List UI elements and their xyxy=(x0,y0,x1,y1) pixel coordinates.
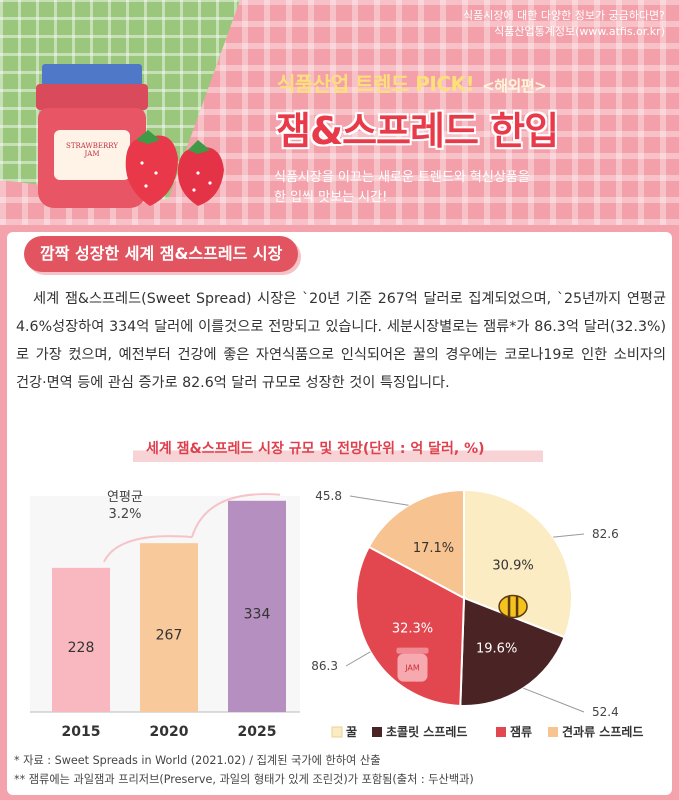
tag-text: 식품산업 트렌드 PICK! xyxy=(277,72,475,96)
pie-leader-line xyxy=(345,651,371,667)
desc-line1: 식품시장을 이끄는 새로운 트렌드와 혁신상품을 xyxy=(274,170,530,185)
pie-percent-label: 32.3% xyxy=(392,622,433,637)
jam-jar-label: JAM xyxy=(404,664,420,673)
pie-leader-line xyxy=(523,687,585,713)
source-info: 식품시장에 대한 다양한 정보가 궁금하다면? 식품산업통계정보(www.atf… xyxy=(463,8,665,40)
pie-percent-label: 19.6% xyxy=(476,642,517,657)
jam-jar-icon xyxy=(397,653,428,682)
legend-swatch xyxy=(548,727,558,737)
legend-label: 잼류 xyxy=(510,725,532,739)
source-line2: 식품산업통계정보(www.atfis.or.kr) xyxy=(494,25,665,38)
jar-label-line1: STRAWBERRY xyxy=(66,142,118,150)
body-paragraph: 세계 잼&스프레드(Sweet Spread) 시장은 `20년 기준 267억… xyxy=(16,285,666,397)
cagr-value: 3.2% xyxy=(108,507,141,522)
cagr-label: 연평균 xyxy=(107,490,143,505)
strawberries-icon xyxy=(125,130,224,206)
pie-percent-label: 17.1% xyxy=(413,541,454,556)
bar-2020 xyxy=(140,543,198,712)
bee-icon xyxy=(498,594,528,619)
legend-swatch xyxy=(372,727,382,737)
pie-chart: 30.9% 19.6% 32.3% 17.1% 82.6 52.4 86.3 45.8 JAM 꿀… xyxy=(311,488,643,739)
chart-title-highlight xyxy=(133,436,543,462)
legend-swatch xyxy=(496,727,506,737)
bar-category-label: 2015 xyxy=(62,724,101,740)
legend-label: 견과류 스프레드 xyxy=(562,724,643,739)
footnote-1: * 자료 : Sweet Spreads in World (2021.02) … xyxy=(14,754,381,767)
jam-jar-lid-icon xyxy=(396,647,429,654)
chart-heading: 세계 잼&스프레드 시장 규모 및 전망(단위 : 억 달러, %) xyxy=(146,441,485,457)
bar-category-label: 2020 xyxy=(150,724,189,740)
footnote-2: ** 잼류에는 과일잼과 프리저브(Preserve, 과일의 형태가 있게 조… xyxy=(14,773,474,786)
legend-label: 초콜릿 스프레드 xyxy=(386,724,467,739)
legend-swatch xyxy=(331,726,343,738)
body-text: 세계 잼&스프레드(Sweet Spread) 시장은 `20년 기준 267억… xyxy=(16,291,666,391)
bar-2025 xyxy=(228,500,286,712)
pie-leader-line xyxy=(553,533,585,538)
cagr-value: 4.6% xyxy=(196,478,229,480)
bar-2015 xyxy=(52,567,110,712)
bar-value-label: 267 xyxy=(156,628,183,644)
jar-label-line2: JAM xyxy=(84,150,100,158)
trend-pick-tag: 식품산업 트렌드 PICK! <해외편> xyxy=(277,68,547,97)
desc-line2: 한 입씩 맛보는 시간! xyxy=(274,190,388,205)
tag-sub: <해외편> xyxy=(482,77,547,95)
pie-value-label: 86.3 xyxy=(311,659,338,673)
jar-neck xyxy=(36,84,148,110)
pie-value-label: 52.4 xyxy=(592,705,619,719)
section-title: 깜짝 성장한 세계 잼&스프레드 시장 xyxy=(24,236,299,272)
header-description: 식품시장을 이끄는 새로운 트렌드와 혁신상품을 한 입씩 맛보는 시간! xyxy=(274,168,530,208)
pie-value-label: 82.6 xyxy=(592,527,619,541)
jar-label: STRAWBERRY JAM xyxy=(54,130,130,180)
bar-value-label: 334 xyxy=(244,606,271,622)
bar-value-label: 228 xyxy=(68,640,95,656)
page-title: 잼&스프레드 한입 xyxy=(276,109,559,153)
legend-label: 꿀 xyxy=(346,725,357,739)
source-line1: 식품시장에 대한 다양한 정보가 궁금하다면? xyxy=(463,9,665,22)
pie-value-label: 45.8 xyxy=(315,489,342,503)
jar-lid xyxy=(42,64,142,86)
cagr-arrow xyxy=(191,493,281,538)
cagr-arrow xyxy=(103,535,193,563)
bar-category-label: 2025 xyxy=(238,724,277,740)
pie-percent-label: 30.9% xyxy=(492,558,533,573)
pie-slice xyxy=(463,488,573,639)
pie-slice xyxy=(355,545,466,707)
pie-leader-line xyxy=(349,495,409,506)
